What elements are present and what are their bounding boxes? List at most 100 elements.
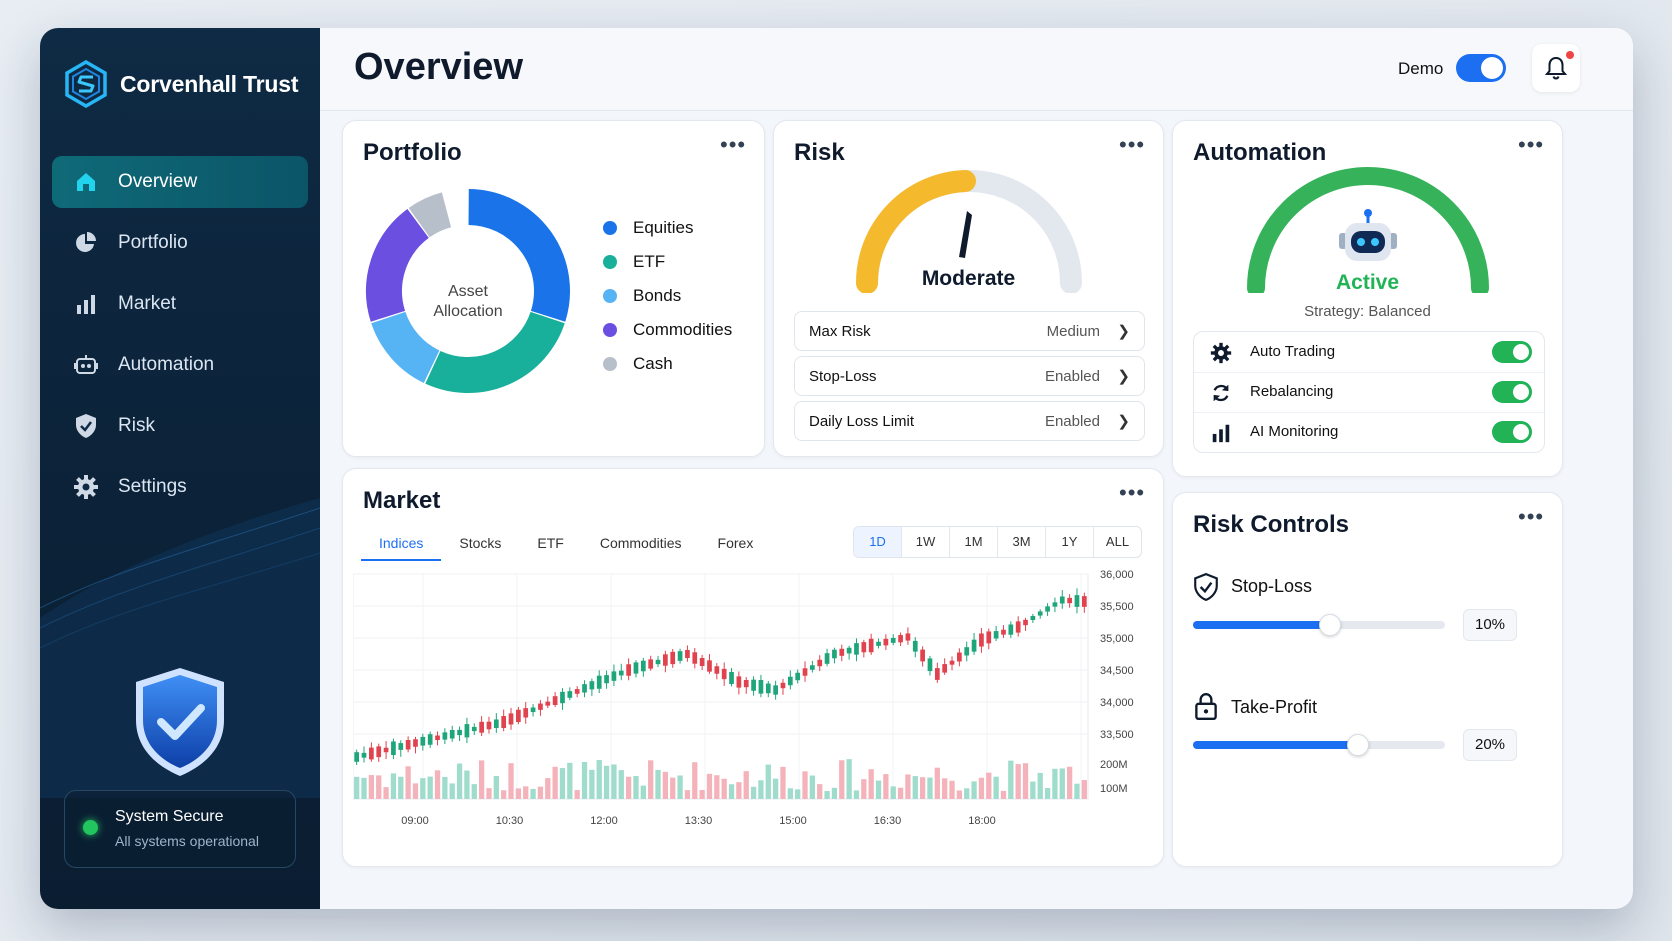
automation-strategy: Strategy: Balanced	[1304, 303, 1431, 320]
tab-forex[interactable]: Forex	[717, 535, 754, 551]
portfolio-card: Portfolio ••• Asset Allocation Equities …	[342, 120, 765, 457]
candle-body	[1037, 611, 1043, 616]
chevron-right-icon: ❯	[1117, 413, 1130, 430]
candle-body	[427, 734, 433, 745]
candle-body	[670, 651, 676, 665]
risk-controls-more-button[interactable]: •••	[1518, 504, 1545, 529]
automation-title: Automation	[1193, 139, 1327, 166]
risk-more-button[interactable]: •••	[1119, 132, 1146, 157]
range-1d[interactable]: 1D	[854, 527, 902, 557]
demo-toggle[interactable]	[1456, 54, 1506, 82]
volume-bar	[875, 780, 882, 799]
risk-row-max-risk[interactable]: Max Risk Medium ❯	[794, 311, 1145, 351]
sidebar-item-automation[interactable]: Automation	[52, 339, 308, 391]
sidebar-wave-decoration	[40, 498, 320, 798]
legend-swatch	[603, 221, 617, 235]
candle-body	[758, 679, 764, 694]
volume-bar	[868, 769, 874, 799]
range-all[interactable]: ALL	[1105, 534, 1130, 549]
volume-bar	[390, 773, 397, 799]
slider-fill	[1193, 741, 1357, 749]
volume-bar	[662, 771, 669, 799]
candle-body	[1008, 624, 1014, 635]
volume-bar	[471, 784, 477, 799]
bar-chart-icon	[72, 290, 100, 318]
lock-icon	[1195, 693, 1217, 721]
candle-body	[530, 707, 536, 713]
volume-bar	[758, 780, 764, 799]
candle-body	[1015, 621, 1021, 633]
slider-thumb[interactable]	[1319, 614, 1342, 636]
range-1m[interactable]: 1M	[950, 527, 998, 557]
candle-body	[714, 666, 720, 674]
risk-row-stop-loss[interactable]: Stop-Loss Enabled ❯	[794, 356, 1145, 396]
range-3m[interactable]: 3M	[998, 527, 1046, 557]
candle-body	[868, 638, 874, 653]
volume-bar	[376, 775, 382, 799]
legend-label: Bonds	[633, 286, 682, 305]
volume-bar	[383, 787, 389, 799]
ai-monitoring-toggle[interactable]	[1492, 421, 1532, 443]
sidebar-item-settings[interactable]: Settings	[52, 461, 308, 513]
volume-bar	[456, 763, 463, 799]
sidebar-item-overview[interactable]: Overview	[52, 156, 308, 208]
tab-commodities[interactable]: Commodities	[599, 535, 682, 551]
legend-label: Cash	[633, 354, 673, 373]
candle-body	[780, 682, 786, 689]
chevron-right-icon: ❯	[1117, 368, 1130, 385]
automation-row-rebalancing: Rebalancing	[1194, 372, 1544, 413]
risk-row-value: Medium	[1046, 322, 1100, 340]
sidebar-item-portfolio[interactable]: Portfolio	[52, 217, 308, 269]
market-more-button[interactable]: •••	[1119, 480, 1146, 505]
volume-bar	[559, 768, 566, 799]
automation-status: Active	[1335, 271, 1400, 294]
portfolio-more-button[interactable]: •••	[720, 132, 747, 157]
candle-body	[971, 639, 977, 652]
notification-badge	[1566, 51, 1574, 59]
slider-thumb[interactable]	[1346, 734, 1369, 756]
candle-body	[736, 676, 742, 688]
candle-body	[391, 741, 396, 756]
candle-body	[692, 652, 698, 664]
automation-gauge	[1247, 167, 1489, 293]
range-1y[interactable]: 1Y	[1046, 527, 1094, 557]
volume-bar	[934, 767, 940, 799]
stop-loss-slider[interactable]	[1193, 614, 1445, 636]
risk-row-daily-loss-limit[interactable]: Daily Loss Limit Enabled ❯	[794, 401, 1145, 441]
sidebar-item-market[interactable]: Market	[52, 278, 308, 330]
rebalancing-toggle[interactable]	[1492, 381, 1532, 403]
volume-bar	[523, 786, 529, 799]
candle-body	[1052, 602, 1058, 607]
volume-bar	[978, 777, 985, 799]
candle-body	[721, 668, 727, 680]
volume-bar	[603, 765, 610, 799]
gauge-arc	[1247, 167, 1489, 293]
asset-allocation-donut: Asset Allocation	[366, 189, 570, 393]
auto-trading-toggle[interactable]	[1492, 341, 1532, 363]
sidebar-item-label: Market	[118, 293, 177, 314]
portfolio-legend: Equities ETF Bonds Commodities Cash	[603, 211, 732, 381]
range-1w[interactable]: 1W	[902, 527, 950, 557]
candle-body	[435, 735, 440, 740]
candle-body	[361, 752, 367, 758]
candle-body	[905, 633, 911, 641]
page-title: Overview	[354, 46, 523, 88]
automation-more-button[interactable]: •••	[1518, 132, 1545, 157]
volume-bar	[714, 775, 720, 799]
take-profit-slider[interactable]	[1193, 734, 1445, 756]
notifications-button[interactable]	[1532, 44, 1580, 92]
candle-body	[604, 675, 609, 684]
tab-indices[interactable]: Indices	[361, 527, 442, 561]
volume-bar	[1000, 790, 1007, 799]
candle-body	[817, 659, 823, 667]
sidebar-item-risk[interactable]: Risk	[52, 400, 308, 452]
candle-body	[890, 637, 896, 643]
tab-stocks[interactable]: Stocks	[459, 535, 502, 551]
tab-etf[interactable]: ETF	[537, 535, 564, 551]
volume-bar	[398, 776, 404, 799]
volume-bar	[405, 766, 411, 799]
candle-body	[942, 664, 948, 673]
volume-bar	[986, 772, 992, 799]
volume-bar	[839, 760, 845, 799]
brand[interactable]: Corvenhall Trust	[64, 60, 298, 108]
